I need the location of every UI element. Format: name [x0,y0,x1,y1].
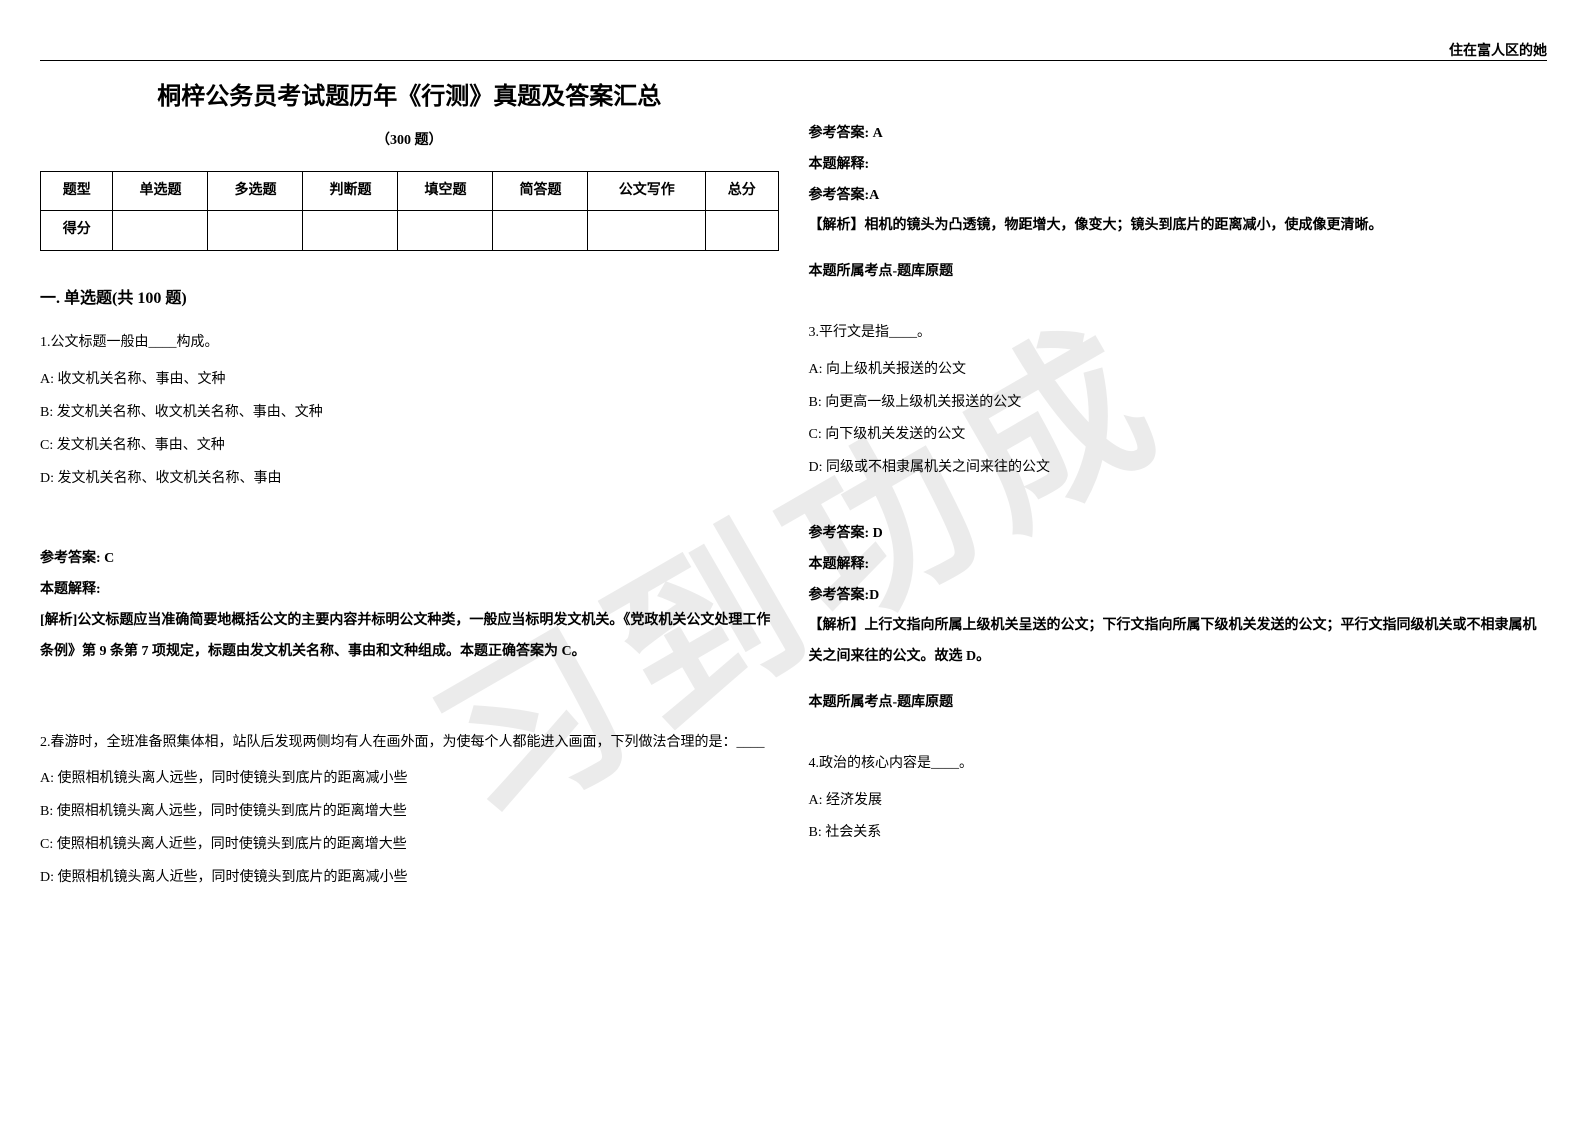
table-cell [303,211,398,251]
explain-label: 本题解释: [809,550,1548,581]
table-cell: 得分 [41,211,113,251]
option: C: 使照相机镜头离人近些，同时使镜头到底片的距离增大些 [40,830,779,861]
answer: 参考答案: A [809,119,1548,150]
option: D: 发文机关名称、收文机关名称、事由 [40,464,779,495]
table-cell [588,211,706,251]
question-2: 2.春游时，全班准备照集体相，站队后发现两侧均有人在画外面，为使每个人都能进入画… [40,728,779,759]
explain-label: 本题解释: [40,575,779,606]
question-4: 4.政治的核心内容是____。 [809,749,1548,780]
option: A: 收文机关名称、事由、文种 [40,365,779,396]
table-cell [113,211,208,251]
option: B: 向更高一级上级机关报送的公文 [809,388,1548,419]
table-header: 判断题 [303,171,398,211]
score-table: 题型 单选题 多选题 判断题 填空题 简答题 公文写作 总分 得分 [40,171,779,252]
option: D: 使照相机镜头离人近些，同时使镜头到底片的距离减小些 [40,863,779,894]
explain-label: 本题解释: [809,150,1548,181]
table-row: 得分 [41,211,779,251]
table-header-row: 题型 单选题 多选题 判断题 填空题 简答题 公文写作 总分 [41,171,779,211]
explain-text: 【解析】相机的镜头为凸透镜，物距增大，像变大；镜头到底片的距离减小，使成像更清晰… [809,211,1548,242]
option: B: 发文机关名称、收文机关名称、事由、文种 [40,398,779,429]
header-divider [40,60,1547,61]
table-header: 单选题 [113,171,208,211]
right-column: 参考答案: A 本题解释: 参考答案:A 【解析】相机的镜头为凸透镜，物距增大，… [809,71,1548,896]
table-header: 公文写作 [588,171,706,211]
left-column: 桐梓公务员考试题历年《行测》真题及答案汇总 （300 题） 题型 单选题 多选题… [40,71,779,896]
table-header: 题型 [41,171,113,211]
table-header: 简答题 [493,171,588,211]
question-3: 3.平行文是指____。 [809,318,1548,349]
topic-label: 本题所属考点-题库原题 [809,688,1548,719]
page-subtitle: （300 题） [40,126,779,157]
topic-label: 本题所属考点-题库原题 [809,257,1548,288]
option: C: 发文机关名称、事由、文种 [40,431,779,462]
option: A: 经济发展 [809,786,1548,817]
option: A: 向上级机关报送的公文 [809,355,1548,386]
table-cell [208,211,303,251]
answer-repeat: 参考答案:A [809,181,1548,212]
option: B: 使照相机镜头离人远些，同时使镜头到底片的距离增大些 [40,797,779,828]
answer: 参考答案: D [809,519,1548,550]
page-title: 桐梓公务员考试题历年《行测》真题及答案汇总 [40,71,779,124]
table-header: 多选题 [208,171,303,211]
option: B: 社会关系 [809,818,1548,849]
table-cell [493,211,588,251]
answer-repeat: 参考答案:D [809,581,1548,612]
option: C: 向下级机关发送的公文 [809,420,1548,451]
section-title: 一. 单选题(共 100 题) [40,281,779,316]
question-1: 1.公文标题一般由____构成。 [40,328,779,359]
table-header: 填空题 [398,171,493,211]
content-wrapper: 桐梓公务员考试题历年《行测》真题及答案汇总 （300 题） 题型 单选题 多选题… [40,71,1547,896]
table-cell [398,211,493,251]
option: A: 使照相机镜头离人远些，同时使镜头到底片的距离减小些 [40,764,779,795]
table-cell [706,211,779,251]
option: D: 同级或不相隶属机关之间来往的公文 [809,453,1548,484]
answer: 参考答案: C [40,544,779,575]
explain-text: 【解析】上行文指向所属上级机关呈送的公文；下行文指向所属下级机关发送的公文；平行… [809,611,1548,673]
table-header: 总分 [706,171,779,211]
header-right-text: 住在富人区的她 [1449,40,1547,60]
explain-text: [解析]公文标题应当准确简要地概括公文的主要内容并标明公文种类，一般应当标明发文… [40,606,779,668]
